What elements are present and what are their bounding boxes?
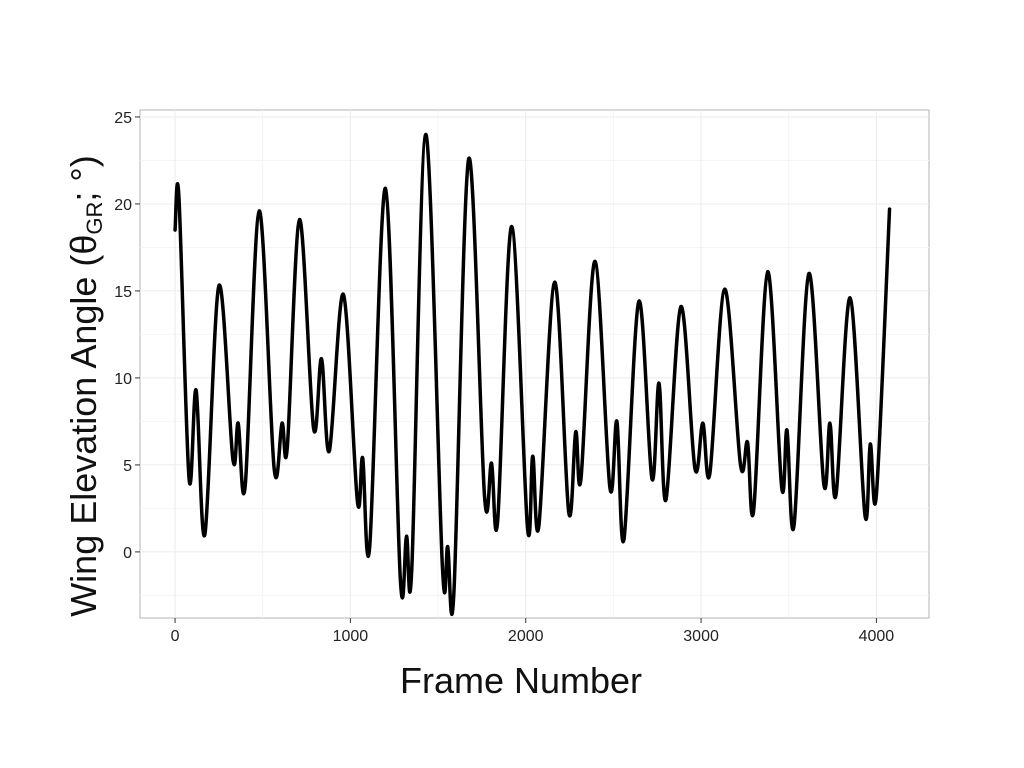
x-tick-label: 3000: [683, 628, 719, 645]
y-axis-title-subscript: GR: [82, 202, 107, 235]
x-tick-label: 4000: [859, 628, 895, 645]
y-tick-label: 15: [114, 284, 132, 301]
y-axis-title-prefix: Wing Elevation Angle (θ: [63, 235, 104, 617]
x-tick-label: 0: [171, 628, 180, 645]
x-axis: 0 1000 2000 3000 4000: [171, 618, 895, 645]
y-tick-label: 0: [123, 545, 132, 562]
x-axis-title: Frame Number: [400, 660, 642, 701]
y-tick-label: 25: [114, 110, 132, 127]
x-tick-label: 1000: [333, 628, 369, 645]
y-tick-label: 5: [123, 458, 132, 475]
y-tick-label: 20: [114, 197, 132, 214]
plot-panel: [139, 109, 930, 619]
y-tick-label: 10: [114, 371, 132, 388]
y-axis-title-suffix: ; °): [63, 155, 104, 201]
series-line: [173, 132, 892, 616]
x-tick-label: 2000: [508, 628, 544, 645]
series-group: [173, 132, 892, 616]
y-axis: 0 5 10 15 20 25: [114, 110, 140, 562]
y-axis-title: Wing Elevation Angle (θGR; °): [63, 155, 107, 617]
